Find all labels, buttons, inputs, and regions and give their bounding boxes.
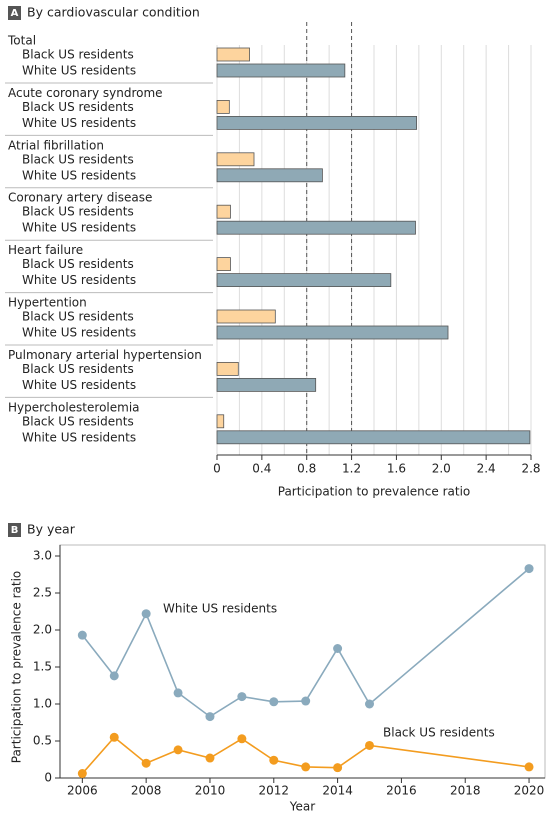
point <box>301 696 311 706</box>
point <box>301 762 311 772</box>
x-tick-label: 2016 <box>386 784 417 798</box>
series-annotation: White US residents <box>163 602 277 616</box>
x-tick-label: 2.0 <box>432 462 451 476</box>
series-label: Black US residents <box>22 362 134 376</box>
bar <box>216 152 255 167</box>
bar <box>216 309 276 324</box>
x-axis-label: Year <box>289 800 315 814</box>
panel-label: A <box>11 8 19 19</box>
bar <box>216 273 392 288</box>
x-tick-label: 2010 <box>195 784 226 798</box>
y-tick-label: 2.0 <box>33 623 52 637</box>
y-tick-label: 2.5 <box>33 586 52 600</box>
category-label: Heart failure <box>8 243 83 257</box>
point <box>333 763 343 773</box>
bar <box>216 257 231 272</box>
point <box>269 697 279 707</box>
bar <box>216 414 225 429</box>
category-label: Hypertention <box>8 296 87 310</box>
category-label: Pulmonary arterial hypertension <box>8 348 202 362</box>
x-tick-label: 2.8 <box>521 462 540 476</box>
series-label: White US residents <box>22 430 136 444</box>
bar <box>216 325 449 340</box>
bar <box>216 47 250 62</box>
y-tick-label: 0.5 <box>33 734 52 748</box>
point <box>109 732 119 742</box>
category-label: Acute coronary syndrome <box>8 86 163 100</box>
point <box>524 762 534 772</box>
point <box>205 753 215 763</box>
series-label: Black US residents <box>22 414 134 428</box>
series-label: White US residents <box>22 64 136 78</box>
y-tick-label: 1.0 <box>33 697 52 711</box>
point <box>141 609 151 619</box>
series-label: White US residents <box>22 273 136 287</box>
series-label: Black US residents <box>22 48 134 62</box>
panel-title: By cardiovascular condition <box>27 5 200 20</box>
category-label: Coronary artery disease <box>8 191 152 205</box>
x-tick-label: 0 <box>213 462 221 476</box>
x-tick-label: 2008 <box>131 784 162 798</box>
x-tick-label: 2006 <box>67 784 98 798</box>
bar <box>216 100 230 114</box>
point <box>109 671 119 681</box>
panel-label: B <box>11 525 19 536</box>
point <box>237 734 247 744</box>
point <box>173 688 183 698</box>
y-tick-label: 0 <box>44 771 52 785</box>
bar <box>216 204 231 219</box>
category-label: Total <box>7 34 36 48</box>
x-tick-label: 2.4 <box>477 462 496 476</box>
series-label: Black US residents <box>22 310 134 324</box>
category-label: Hypercholesterolemia <box>8 400 140 414</box>
x-tick-label: 1.6 <box>387 462 406 476</box>
bar <box>216 220 416 235</box>
x-tick-label: 0.8 <box>297 462 316 476</box>
bar <box>216 361 239 376</box>
point <box>77 630 87 640</box>
category-label: Atrial fibrillation <box>8 138 104 152</box>
bar <box>216 430 531 445</box>
y-tick-label: 3.0 <box>33 549 52 563</box>
x-axis-label: Participation to prevalence ratio <box>278 485 471 499</box>
bar <box>216 63 346 78</box>
point <box>365 740 375 750</box>
bar <box>216 377 317 392</box>
point <box>365 699 375 709</box>
x-tick-label: 0.4 <box>252 462 271 476</box>
series-label: White US residents <box>22 168 136 182</box>
series-label: Black US residents <box>22 152 134 166</box>
series-label: White US residents <box>22 116 136 130</box>
series-label: Black US residents <box>22 100 134 114</box>
point <box>77 769 87 779</box>
x-tick-label: 2014 <box>322 784 353 798</box>
bar <box>216 116 418 130</box>
point <box>141 758 151 768</box>
point <box>269 755 279 765</box>
series-label: Black US residents <box>22 205 134 219</box>
plot-frame <box>59 544 546 779</box>
x-tick-label: 2018 <box>450 784 481 798</box>
series-label: White US residents <box>22 221 136 235</box>
bar <box>216 168 323 183</box>
x-tick-label: 1.2 <box>342 462 361 476</box>
x-tick-label: 2020 <box>514 784 545 798</box>
point <box>524 564 534 574</box>
x-tick-label: 2012 <box>259 784 290 798</box>
point <box>333 644 343 653</box>
series-label: Black US residents <box>22 257 134 271</box>
y-tick-label: 1.5 <box>33 660 52 674</box>
panel-badge <box>8 523 21 537</box>
series-annotation: Black US residents <box>383 726 495 740</box>
point <box>173 745 183 755</box>
panel-title: By year <box>27 522 76 537</box>
panel-badge <box>8 6 21 20</box>
series-label: White US residents <box>22 378 136 392</box>
y-axis-label: Participation to prevalence ratio <box>10 571 24 764</box>
point <box>205 712 215 722</box>
series-line <box>81 567 530 718</box>
point <box>237 692 247 702</box>
series-label: White US residents <box>22 326 136 340</box>
